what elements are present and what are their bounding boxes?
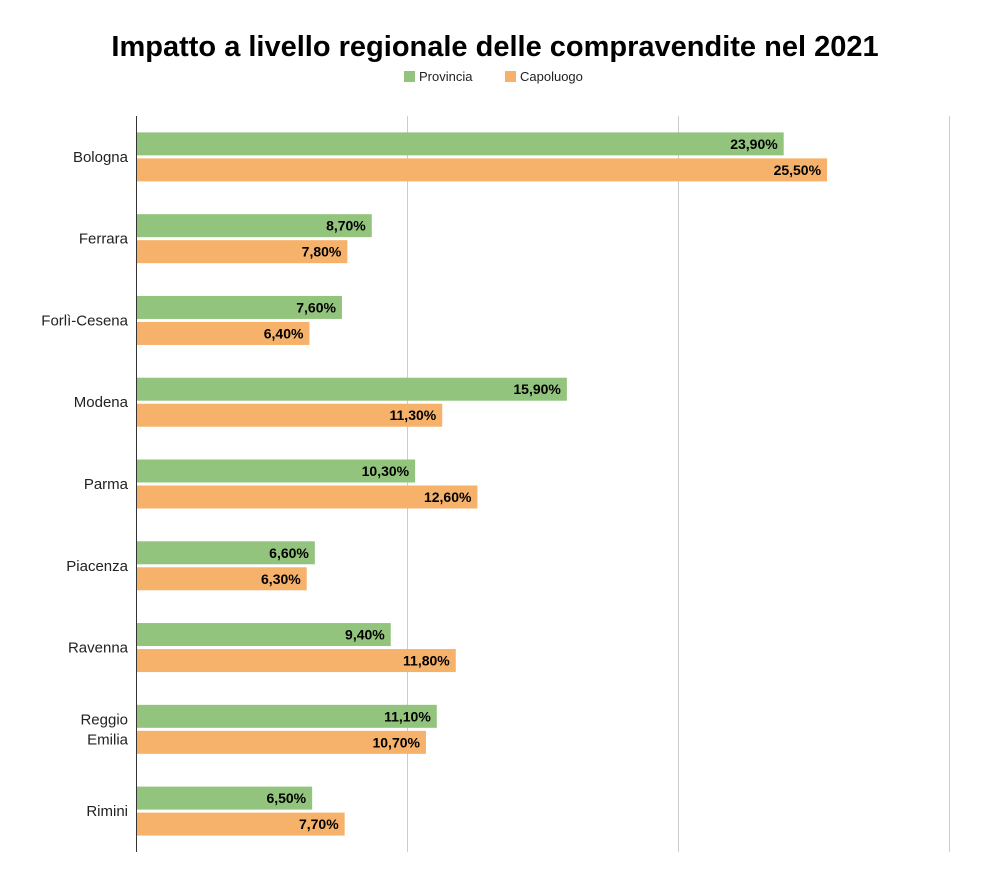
category-label: Bologna [73, 149, 129, 166]
category-label: Ravenna [68, 640, 129, 657]
bar-provincia [137, 786, 313, 810]
category-labels: Bologna Ferrara Forlì-Cesena Modena Parma Pia… [41, 149, 128, 820]
legend: Provincia Capoluogo [404, 69, 583, 84]
data-label: 23,90% [730, 136, 778, 152]
data-label: 10,30% [362, 463, 410, 479]
data-label: 11,30% [390, 407, 437, 423]
data-label: 25,50% [774, 162, 822, 178]
bar-capoluogo [137, 403, 443, 427]
data-label: 11,80% [403, 653, 450, 669]
data-label: 10,70% [372, 734, 420, 750]
bar-capoluogo [137, 485, 478, 509]
data-label: 12,60% [424, 489, 472, 505]
bar-provincia [137, 704, 437, 728]
data-label: 11,10% [384, 708, 431, 724]
bar-capoluogo [137, 567, 307, 591]
bar-provincia [137, 295, 342, 319]
category-label: Modena [74, 394, 129, 411]
bar-provincia [137, 214, 372, 238]
bar-provincia [137, 377, 567, 401]
data-label: 8,70% [326, 218, 366, 234]
category-label: Piacenza [66, 558, 128, 575]
value-labels: 23,90% 25,50% 8,70% 7,80% 7,60% 6,40% 15,90% 11… [261, 136, 822, 832]
data-label: 7,60% [296, 299, 336, 315]
bar-capoluogo [137, 730, 426, 754]
bars [137, 132, 828, 836]
category-label: Forlì-Cesena [41, 312, 128, 329]
gridlines [136, 116, 950, 852]
bar-capoluogo [137, 649, 456, 673]
data-label: 6,30% [261, 571, 301, 587]
bar-provincia [137, 459, 416, 483]
legend-swatch-capoluogo [505, 71, 516, 82]
category-label: Ferrara [79, 231, 129, 248]
bar-provincia [137, 132, 784, 156]
data-label: 15,90% [513, 381, 561, 397]
bar-capoluogo [137, 158, 828, 182]
legend-label-provincia: Provincia [419, 69, 473, 84]
data-label: 9,40% [345, 627, 385, 643]
bar-capoluogo [137, 240, 348, 264]
data-label: 6,40% [264, 325, 304, 341]
bar-provincia [137, 623, 391, 647]
data-label: 6,60% [269, 545, 309, 561]
bar-provincia [137, 541, 315, 565]
category-label: Parma [84, 476, 129, 493]
category-label: Rimini [86, 803, 128, 820]
data-label: 6,50% [266, 790, 306, 806]
legend-label-capoluogo: Capoluogo [520, 69, 583, 84]
bar-capoluogo [137, 812, 345, 836]
bar-capoluogo [137, 321, 310, 345]
chart-title: Impatto a livello regionale delle compra… [111, 31, 878, 63]
legend-swatch-provincia [404, 71, 415, 82]
data-label: 7,80% [302, 244, 342, 260]
category-label: Reggio Emilia [80, 711, 128, 748]
data-label: 7,70% [299, 816, 339, 832]
